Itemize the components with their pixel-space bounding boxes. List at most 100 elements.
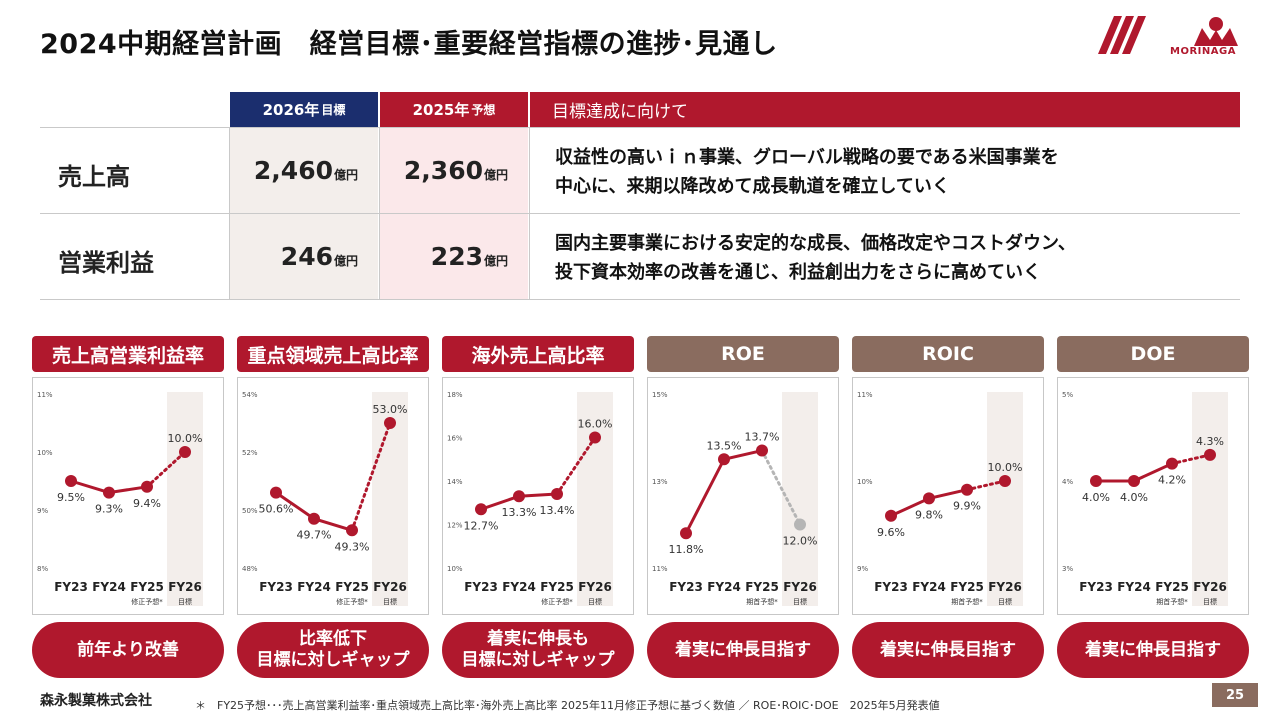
- x-tick-label: FY26: [578, 580, 612, 594]
- data-label: 9.6%: [877, 526, 905, 539]
- kpi-chart-op-margin: 11% 10% 9% 8% 9.5% 9.3% 9.4% 10.0% FY23 FY24 FY25 F…: [37, 391, 203, 606]
- y-tick-label: 14%: [447, 478, 463, 486]
- header-2026-kind: 目標: [321, 103, 346, 117]
- data-point: [384, 417, 396, 429]
- fy26-target-band: [167, 392, 203, 606]
- data-point: [718, 453, 730, 466]
- y-tick-label: 10%: [857, 478, 873, 486]
- kpi-chart-overseas-ratio: 18% 16% 14% 12% 10% 12.7%13.3% 13.4% 16.0% FY23 F…: [447, 391, 613, 606]
- logo-wordmark: MORINAGA: [1170, 46, 1236, 57]
- op-profit-2026-value: 246: [280, 242, 333, 271]
- kpi-chart-doe: 5% 4% 3% 4.0% 4.0% 4.2% 4.3% FY23 FY24 FY25 FY26 期首…: [1062, 391, 1228, 606]
- kpi-chart-roic: 11% 10% 9% 9.6% 9.8% 9.9% 10.0% FY23 FY24 FY25 FY2…: [857, 391, 1023, 606]
- data-label: 4.0%: [1120, 491, 1148, 504]
- data-point: [1090, 475, 1102, 487]
- data-point: [999, 475, 1011, 487]
- kpi-assessment-overseas-ratio: 着実に伸長も 目標に対しギャップ: [442, 622, 634, 678]
- header-2026-year: 2026年: [262, 101, 320, 119]
- x-tick-label: FY23: [874, 580, 908, 594]
- y-tick-label: 50%: [242, 507, 258, 515]
- data-point: [1166, 457, 1178, 470]
- y-tick-label: 9%: [857, 565, 868, 573]
- morinaga-logo: [1098, 16, 1238, 54]
- fy25-note: 期首予想*: [1156, 597, 1188, 606]
- op-profit-goal-text: 国内主要事業における安定的な成長、価格改定やコストダウン、 投下資本効率の改善を…: [555, 229, 1076, 287]
- sales-2026-target: 2,460億円: [218, 156, 358, 185]
- cell-bg-2026-row1: [230, 128, 378, 214]
- sales-goal-text: 収益性の高いｉｎ事業、グローバル戦略の要である米国事業を 中心に、来期以降改めて…: [555, 143, 1059, 201]
- x-tick-label: FY24: [1117, 580, 1151, 594]
- page-title: 2024中期経営計画 経営目標･重要経営指標の進捗･見通し: [40, 29, 778, 60]
- table-divider: [229, 127, 230, 299]
- data-label: 13.5%: [707, 439, 742, 452]
- header-2025-forecast: 2025年 予想: [380, 92, 528, 127]
- data-label: 50.6%: [259, 503, 294, 516]
- data-label: 11.8%: [669, 543, 704, 556]
- data-point: [756, 444, 768, 457]
- y-tick-label: 8%: [37, 565, 48, 573]
- goal-line: 収益性の高いｉｎ事業、グローバル戦略の要である米国事業を: [555, 147, 1059, 168]
- header-2026-target: 2026年 目標: [230, 92, 378, 127]
- fy26-target-band: [577, 392, 613, 606]
- kpi-assessment-focus-ratio: 比率低下 目標に対しギャップ: [237, 622, 429, 678]
- x-tick-label: FY24: [92, 580, 126, 594]
- kpi-chart-panel: 11% 10% 9% 8% 9.5% 9.3% 9.4% 10.0% FY23 FY24 FY25 F…: [32, 377, 224, 615]
- kpi-chart-panel: 54% 52% 50% 48% 50.6% 49.7% 49.3% 53.0% FY23 FY24…: [237, 377, 429, 615]
- data-label: 12.0%: [783, 535, 818, 548]
- x-tick-label: FY26: [373, 580, 407, 594]
- data-label: 9.8%: [915, 508, 943, 521]
- header-2025-kind: 予想: [471, 103, 496, 117]
- kpi-head-overseas-ratio: 海外売上高比率: [442, 336, 634, 372]
- kpi-head-roic: ROIC: [852, 336, 1044, 372]
- x-tick-label: FY23: [259, 580, 293, 594]
- data-point: [308, 512, 320, 525]
- data-label: 9.3%: [95, 503, 123, 516]
- y-tick-label: 16%: [447, 435, 463, 443]
- data-label: 53.0%: [373, 403, 408, 416]
- x-tick-label: FY25: [130, 580, 164, 594]
- data-point: [141, 480, 153, 493]
- table-divider: [529, 127, 530, 299]
- data-point: [551, 488, 563, 501]
- x-tick-label: FY24: [912, 580, 946, 594]
- kpi-chart-panel: 11% 10% 9% 9.6% 9.8% 9.9% 10.0% FY23 FY24 FY25 FY2…: [852, 377, 1044, 615]
- table-divider: [40, 299, 1240, 300]
- fy26-note: 目標: [588, 597, 602, 606]
- fy26-target-band: [987, 392, 1023, 606]
- header-goal: 目標達成に向けて: [530, 92, 1240, 127]
- forecast-line: [145, 450, 187, 489]
- y-tick-label: 3%: [1062, 565, 1073, 573]
- unit: 億円: [483, 168, 508, 182]
- kpi-head-op-margin: 売上高営業利益率: [32, 336, 224, 372]
- data-label: 13.7%: [745, 431, 780, 444]
- sales-2025-forecast: 2,360億円: [368, 156, 508, 185]
- fy25-note: 修正予想*: [541, 597, 573, 606]
- x-tick-label: FY25: [335, 580, 369, 594]
- fy26-note: 目標: [383, 597, 397, 606]
- op-profit-2026-target: 246億円: [218, 242, 358, 271]
- x-tick-label: FY23: [54, 580, 88, 594]
- x-tick-label: FY23: [464, 580, 498, 594]
- x-tick-label: FY25: [950, 580, 984, 594]
- sales-2026-value: 2,460: [253, 156, 333, 185]
- data-label: 9.5%: [57, 491, 85, 504]
- data-point: [794, 518, 806, 531]
- data-point: [961, 483, 973, 496]
- data-label: 49.3%: [335, 540, 370, 553]
- data-point: [346, 524, 358, 537]
- cell-bg-2026-row2: [230, 214, 378, 300]
- x-tick-label: FY23: [669, 580, 703, 594]
- data-point: [680, 527, 692, 540]
- y-tick-label: 54%: [242, 391, 258, 399]
- x-tick-label: FY25: [745, 580, 779, 594]
- data-point: [1204, 448, 1216, 461]
- y-tick-label: 10%: [447, 565, 463, 573]
- fy26-note: 目標: [793, 597, 807, 606]
- data-point: [179, 446, 191, 458]
- fy25-note: 期首予想*: [746, 597, 778, 606]
- y-tick-label: 10%: [37, 449, 53, 457]
- kpi-assessment-op-margin: 前年より改善: [32, 622, 224, 678]
- kpi-assessment-doe: 着実に伸長目指す: [1057, 622, 1249, 678]
- cell-bg-2025-row1: [380, 128, 528, 214]
- y-tick-label: 12%: [447, 522, 463, 530]
